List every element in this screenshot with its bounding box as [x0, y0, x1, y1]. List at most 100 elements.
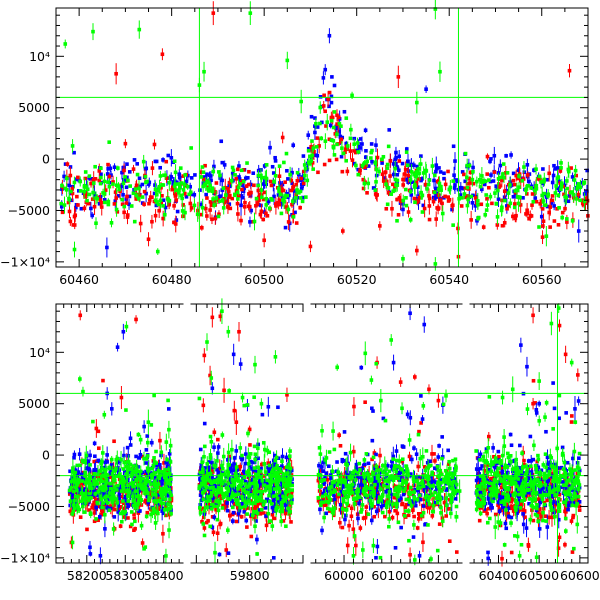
data-point [271, 490, 276, 495]
data-point [244, 452, 248, 456]
data-point [281, 198, 285, 202]
data-point [407, 502, 412, 506]
data-point [203, 182, 208, 186]
data-point [227, 484, 231, 489]
data-point [399, 525, 403, 530]
data-point [150, 195, 154, 200]
data-point [338, 502, 343, 507]
data-point [172, 204, 176, 208]
data-point [231, 519, 235, 523]
data-point [442, 176, 446, 181]
data-point [251, 506, 255, 511]
data-point [482, 468, 487, 473]
data-point [397, 154, 401, 159]
data-point [353, 471, 358, 475]
data-point [169, 495, 173, 500]
data-point [432, 190, 437, 195]
data-point [112, 515, 117, 519]
data-point [550, 198, 555, 203]
data-point [526, 542, 531, 547]
data-point [154, 203, 159, 208]
data-point [335, 142, 339, 147]
data-point [421, 473, 426, 477]
data-point [105, 460, 109, 464]
data-point [329, 118, 334, 123]
data-point [241, 179, 246, 184]
data-point [123, 175, 127, 179]
data-point [369, 142, 374, 146]
data-point [401, 198, 406, 203]
data-point [144, 448, 149, 452]
data-point [580, 198, 584, 203]
data-point [435, 206, 439, 210]
data-point [220, 198, 225, 202]
data-point [147, 180, 152, 185]
data-point [259, 466, 263, 471]
data-point [208, 373, 212, 378]
data-point [94, 196, 98, 200]
data-point [266, 469, 271, 474]
data-point [409, 170, 414, 174]
data-point [264, 514, 268, 518]
data-point [322, 480, 327, 485]
data-point [363, 128, 368, 133]
data-point [210, 525, 215, 530]
data-point [380, 161, 384, 165]
data-point [545, 177, 550, 182]
data-point [270, 505, 275, 510]
data-point [450, 207, 454, 212]
data-point [182, 182, 187, 187]
data-point [542, 177, 547, 182]
data-point [89, 177, 94, 181]
data-point [430, 479, 435, 484]
data-point [382, 503, 386, 508]
data-point [361, 186, 366, 191]
data-point [122, 168, 126, 173]
data-point [437, 166, 441, 170]
data-point [71, 492, 76, 496]
data-point [171, 182, 175, 186]
data-point [126, 516, 130, 520]
data-point [114, 196, 118, 200]
data-point [203, 466, 208, 470]
data-point [418, 162, 423, 166]
data-point [584, 197, 589, 202]
data-point [167, 180, 172, 185]
data-point [421, 171, 426, 175]
data-point [398, 474, 403, 479]
data-point [521, 196, 525, 200]
data-point [323, 503, 328, 508]
data-point [323, 139, 328, 143]
data-point [405, 163, 410, 168]
data-point [284, 151, 289, 156]
data-point [269, 196, 273, 201]
data-point [112, 202, 117, 206]
top-series-red [60, 1, 590, 264]
data-point [413, 487, 417, 492]
data-point [301, 154, 306, 158]
data-point [207, 460, 212, 464]
data-point [521, 508, 525, 512]
data-point [279, 485, 284, 490]
data-point [509, 550, 514, 555]
data-point [413, 172, 418, 177]
data-point [566, 169, 571, 174]
data-point [334, 494, 339, 499]
data-point [92, 469, 96, 474]
data-point [493, 512, 498, 517]
data-point [146, 500, 151, 505]
data-point [152, 142, 157, 147]
data-point [210, 217, 214, 222]
data-point [254, 469, 258, 474]
data-point [563, 542, 567, 547]
data-point [185, 184, 190, 189]
data-point [285, 501, 290, 505]
data-point [569, 519, 574, 523]
data-point [264, 163, 269, 167]
data-point [480, 187, 484, 192]
data-point [533, 401, 537, 405]
data-point [145, 510, 150, 515]
data-point [269, 183, 274, 188]
data-point [152, 191, 157, 196]
